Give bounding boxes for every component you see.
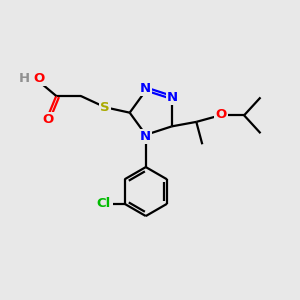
Text: N: N bbox=[167, 91, 178, 104]
Text: N: N bbox=[140, 130, 152, 143]
Text: S: S bbox=[100, 101, 110, 114]
Text: O: O bbox=[215, 108, 227, 121]
Text: H: H bbox=[19, 72, 30, 85]
Text: O: O bbox=[42, 113, 53, 126]
Text: Cl: Cl bbox=[96, 197, 110, 210]
Text: N: N bbox=[140, 82, 151, 95]
Text: O: O bbox=[34, 72, 45, 85]
